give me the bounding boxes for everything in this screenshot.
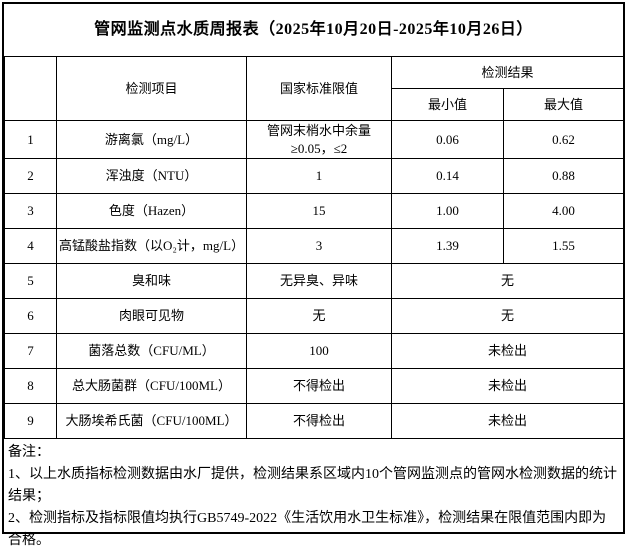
header-item: 检测项目: [56, 56, 247, 121]
item-cell: 游离氯（mg/L）: [56, 119, 247, 160]
row-number: 6: [4, 298, 57, 335]
item-cell: 总大肠菌群（CFU/100ML）: [56, 368, 247, 405]
max-cell: 0.88: [502, 158, 625, 195]
table-row: 6 肉眼可见物 无 无: [4, 298, 625, 335]
min-cell: 1.39: [391, 228, 504, 265]
standard-cell: 不得检出: [246, 368, 392, 405]
item-cell: 菌落总数（CFU/ML）: [56, 333, 247, 370]
item-cell: 臭和味: [56, 263, 247, 300]
max-cell: 1.55: [502, 228, 625, 265]
header-result: 检测结果: [390, 56, 625, 89]
standard-cell: 100: [246, 333, 392, 370]
water-quality-table: 检测项目 国家标准限值 检测结果 最小值 最大值 1 游离氯（mg/L） 管网末…: [4, 56, 625, 440]
note-item-1: 1、以上水质指标检测数据由水厂提供，检测结果系区域内10个管网监测点的管网水检测…: [8, 467, 617, 505]
row-number: 9: [4, 403, 57, 440]
row-number: 4: [4, 228, 57, 265]
row-number: 5: [4, 263, 57, 300]
header-standard: 国家标准限值: [246, 56, 392, 121]
header-row-main: 检测项目 国家标准限值 检测结果: [4, 56, 625, 121]
min-cell: 0.06: [391, 119, 504, 160]
item-cell: 大肠埃希氏菌（CFU/100ML）: [56, 403, 247, 440]
row-number: 3: [4, 193, 57, 230]
table-row: 1 游离氯（mg/L） 管网末梢水中余量≥0.05，≤2 0.06 0.62: [4, 119, 625, 160]
table-row: 7 菌落总数（CFU/ML） 100 未检出: [4, 333, 625, 370]
table-row: 9 大肠埃希氏菌（CFU/100ML） 不得检出 未检出: [4, 403, 625, 440]
standard-cell: 15: [246, 193, 392, 230]
result-cell: 无: [390, 298, 625, 335]
standard-cell: 无: [246, 298, 392, 335]
row-number: 7: [4, 333, 57, 370]
row-number: 8: [4, 368, 57, 405]
item-cell: 高锰酸盐指数（以O₂计，mg/L）: [56, 228, 247, 265]
header-row-sub: 最小值 最大值: [5, 88, 625, 121]
table-row: 8 总大肠菌群（CFU/100ML） 不得检出 未检出: [4, 368, 625, 405]
note-item-2: 2、检测指标及指标限值均执行GB5749-2022《生活饮用水卫生标准》，检测结…: [8, 511, 607, 549]
standard-cell: 无异臭、异味: [246, 263, 392, 300]
min-cell: 1.00: [391, 193, 504, 230]
item-cell: 肉眼可见物: [56, 298, 247, 335]
page-title: 管网监测点水质周报表（2025年10月20日-2025年10月26日）: [94, 21, 533, 38]
result-cell: 无: [390, 263, 625, 300]
max-cell: 4.00: [502, 193, 625, 230]
row-number: 2: [4, 158, 57, 195]
item-cell: 浑浊度（NTU）: [56, 158, 247, 195]
result-cell: 未检出: [390, 403, 625, 440]
standard-cell: 不得检出: [246, 403, 392, 440]
notes-section: 备注： 1、以上水质指标检测数据由水厂提供，检测结果系区域内10个管网监测点的管…: [4, 439, 623, 552]
table-row: 2 浑浊度（NTU） 1 0.14 0.88: [4, 158, 625, 195]
result-cell: 未检出: [390, 333, 625, 370]
table-row: 3 色度（Hazen） 15 1.00 4.00: [4, 193, 625, 230]
table-row: 4 高锰酸盐指数（以O₂计，mg/L） 3 1.39 1.55: [4, 228, 625, 265]
row-number: 1: [4, 119, 57, 160]
result-cell: 未检出: [390, 368, 625, 405]
header-max: 最大值: [502, 88, 625, 121]
header-min: 最小值: [391, 88, 504, 121]
standard-cell: 1: [246, 158, 392, 195]
header-index: [4, 56, 57, 121]
standard-cell: 管网末梢水中余量≥0.05，≤2: [246, 119, 392, 160]
notes-label: 备注：: [8, 445, 50, 461]
min-cell: 0.14: [391, 158, 504, 195]
item-cell: 色度（Hazen）: [56, 193, 247, 230]
max-cell: 0.62: [502, 119, 625, 160]
standard-cell: 3: [246, 228, 392, 265]
table-row: 5 臭和味 无异臭、异味 无: [4, 263, 625, 300]
